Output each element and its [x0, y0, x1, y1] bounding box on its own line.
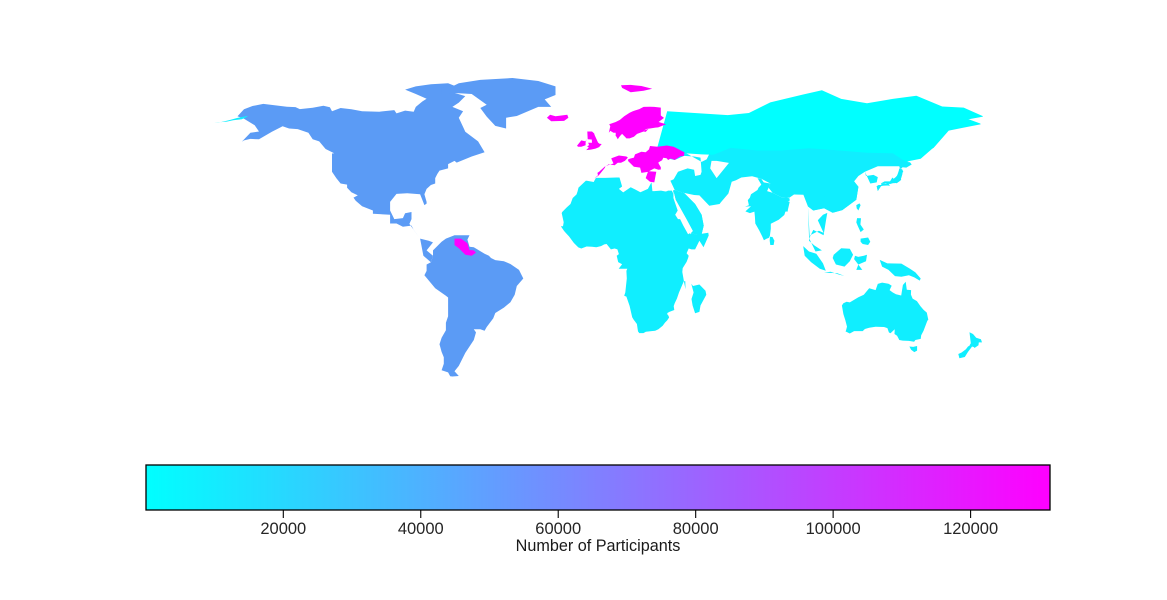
svg-text:60000: 60000	[535, 520, 581, 538]
svg-text:100000: 100000	[806, 520, 861, 538]
svg-text:Number of Participants: Number of Participants	[516, 537, 681, 555]
svg-text:120000: 120000	[943, 520, 998, 538]
svg-text:40000: 40000	[398, 520, 444, 538]
svg-text:20000: 20000	[260, 520, 306, 538]
svg-text:80000: 80000	[673, 520, 719, 538]
